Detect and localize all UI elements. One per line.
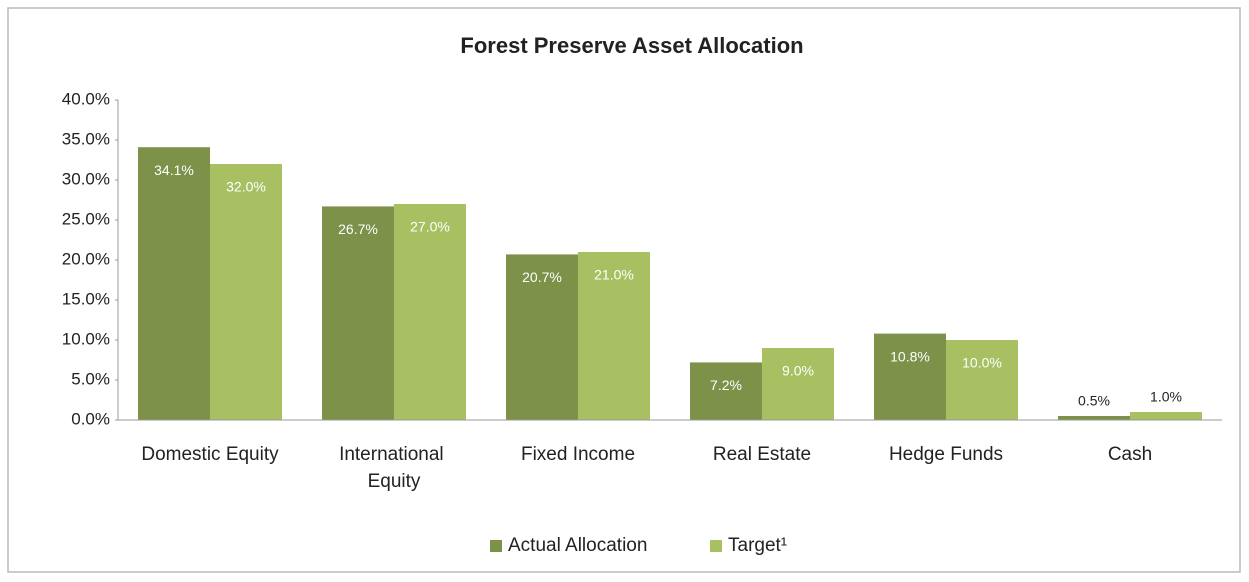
- data-label: 0.5%: [1078, 393, 1110, 409]
- data-label: 1.0%: [1150, 389, 1182, 405]
- data-label: 20.7%: [522, 269, 562, 285]
- bar: [762, 348, 834, 420]
- x-tick-label: International Equity: [339, 444, 449, 492]
- legend-label: Actual Allocation: [508, 535, 647, 556]
- x-tick-label: Hedge Funds: [889, 444, 1003, 465]
- bar: [506, 254, 578, 420]
- bar: [210, 164, 282, 420]
- bar: [1058, 416, 1130, 420]
- y-tick-label: 30.0%: [62, 169, 110, 188]
- bar: [138, 147, 210, 420]
- y-tick-label: 15.0%: [62, 289, 110, 308]
- bar: [322, 206, 394, 420]
- x-tick-label: Domestic Equity: [141, 444, 279, 465]
- data-label: 9.0%: [782, 363, 814, 379]
- data-label: 26.7%: [338, 221, 378, 237]
- y-tick-label: 40.0%: [62, 89, 110, 108]
- data-label: 21.0%: [594, 267, 634, 283]
- y-tick-label: 0.0%: [71, 409, 110, 428]
- y-tick-label: 25.0%: [62, 209, 110, 228]
- bar: [874, 333, 946, 420]
- legend-swatch: [710, 540, 722, 552]
- legend-label: Target¹: [728, 535, 787, 556]
- data-label: 10.0%: [962, 355, 1002, 371]
- y-tick-label: 35.0%: [62, 129, 110, 148]
- x-tick-label: Real Estate: [713, 444, 811, 465]
- y-tick-label: 20.0%: [62, 249, 110, 268]
- bar: [1130, 412, 1202, 420]
- bar: [946, 340, 1018, 420]
- y-tick-label: 10.0%: [62, 329, 110, 348]
- bar: [578, 252, 650, 420]
- data-label: 32.0%: [226, 179, 266, 195]
- x-tick-label: Fixed Income: [521, 444, 635, 465]
- data-label: 7.2%: [710, 377, 742, 393]
- bar: [690, 362, 762, 420]
- x-tick-label: Cash: [1108, 444, 1152, 465]
- bar: [394, 204, 466, 420]
- chart-title: Forest Preserve Asset Allocation: [460, 33, 803, 58]
- legend-swatch: [490, 540, 502, 552]
- data-label: 34.1%: [154, 162, 194, 178]
- y-tick-label: 5.0%: [71, 369, 110, 388]
- data-label: 10.8%: [890, 348, 930, 364]
- data-label: 27.0%: [410, 219, 450, 235]
